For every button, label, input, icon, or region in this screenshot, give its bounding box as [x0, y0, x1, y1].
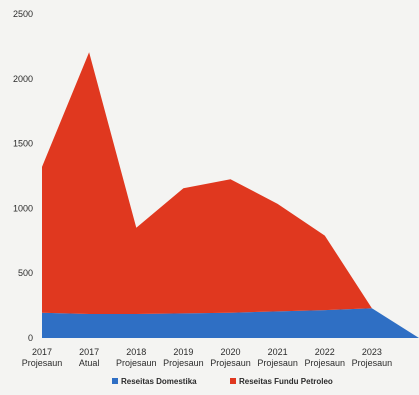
y-tick-label: 0: [28, 333, 33, 343]
x-tick-kind: Projesaun: [22, 358, 63, 368]
x-tick-kind: Projesaun: [210, 358, 251, 368]
x-tick-label: 2017 Atual: [79, 347, 100, 368]
area-layer: [42, 52, 419, 338]
legend-swatch-0: [112, 378, 118, 384]
x-tick-kind: Projesaun: [163, 358, 204, 368]
y-tick-label: 1000: [13, 203, 33, 213]
y-tick-label: 2500: [13, 9, 33, 19]
area-series-0: [42, 308, 419, 338]
x-tick-year: 2018: [126, 347, 146, 357]
y-tick-label: 2000: [13, 74, 33, 84]
legend-swatch-1: [230, 378, 236, 384]
x-tick-year: 2021: [268, 347, 288, 357]
x-tick-label: 2019 Projesaun: [163, 347, 204, 368]
x-tick-kind: Projesaun: [257, 358, 298, 368]
area-series-1: [42, 52, 419, 338]
y-tick-label: 500: [18, 268, 33, 278]
x-tick-year: 2022: [315, 347, 335, 357]
x-tick-label: 2023 Projesaun: [352, 347, 393, 368]
x-tick-year: 2017: [32, 347, 52, 357]
x-tick-year: 2017: [79, 347, 99, 357]
x-tick-year: 2020: [220, 347, 240, 357]
x-tick-kind: Projesaun: [304, 358, 345, 368]
x-tick-label: 2021 Projesaun: [257, 347, 298, 368]
x-tick-label: 2018 Projesaun: [116, 347, 157, 368]
x-tick-kind: Atual: [79, 358, 100, 368]
legend-label-1: Reseitas Fundu Petroleo: [239, 377, 333, 386]
legend-label-0: Reseitas Domestika: [121, 377, 197, 386]
x-tick-label: 2022 Projesaun: [304, 347, 345, 368]
x-tick-kind: Projesaun: [116, 358, 157, 368]
legend: Reseitas Domestika Reseitas Fundu Petrole…: [112, 377, 333, 386]
x-tick-year: 2023: [362, 347, 382, 357]
y-tick-label: 1500: [13, 139, 33, 149]
y-axis: 0 500 1000 1500 2000 2500: [13, 9, 33, 343]
x-tick-label: 2017 Projesaun: [22, 347, 63, 368]
x-tick-label: 2020 Projesaun: [210, 347, 251, 368]
x-tick-year: 2019: [173, 347, 193, 357]
x-tick-kind: Projesaun: [352, 358, 393, 368]
